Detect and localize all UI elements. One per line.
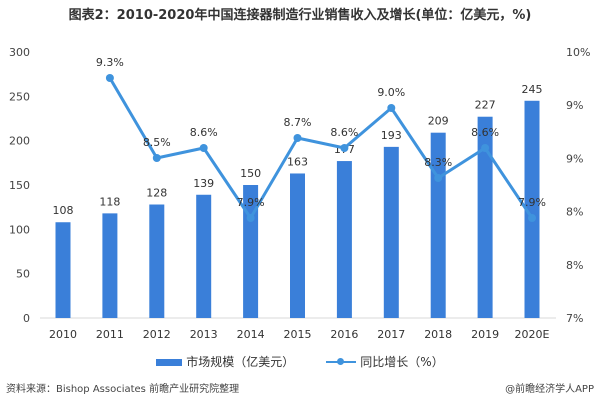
x-tick-label: 2012 bbox=[143, 328, 171, 341]
x-tick-label: 2019 bbox=[471, 328, 499, 341]
legend-bar-label: 市场规模（亿美元） bbox=[186, 355, 295, 369]
bar bbox=[196, 194, 212, 318]
legend-line-swatch bbox=[326, 357, 357, 367]
bar-data-label: 163 bbox=[287, 155, 308, 168]
y2-tick-label: 10% bbox=[566, 46, 590, 59]
bar-data-label: 139 bbox=[193, 177, 214, 190]
y-tick-label: 150 bbox=[9, 179, 30, 192]
y-tick-label: 100 bbox=[9, 223, 30, 236]
line-data-label: 8.6% bbox=[330, 126, 358, 139]
y-tick-label: 300 bbox=[9, 46, 30, 59]
growth-point bbox=[152, 154, 161, 162]
x-tick-label: 2020E bbox=[515, 328, 550, 341]
line-data-label: 8.7% bbox=[284, 116, 312, 129]
growth-point bbox=[293, 134, 302, 142]
legend-line-label: 同比增长（%） bbox=[360, 355, 444, 369]
bar bbox=[102, 213, 118, 318]
bar-data-label: 150 bbox=[240, 167, 261, 180]
bar-data-label: 227 bbox=[475, 99, 496, 112]
line-data-label: 8.3% bbox=[424, 156, 452, 169]
line-data-label: 9.3% bbox=[96, 56, 124, 69]
y2-tick-label: 9% bbox=[566, 152, 583, 165]
x-tick-label: 2011 bbox=[96, 328, 124, 341]
x-tick-label: 2016 bbox=[330, 328, 358, 341]
line-data-label: 7.9% bbox=[518, 196, 546, 209]
growth-point bbox=[481, 144, 490, 152]
x-tick-label: 2015 bbox=[284, 328, 312, 341]
bar bbox=[290, 173, 305, 318]
bar-data-label: 118 bbox=[99, 195, 120, 208]
x-tick-label: 2013 bbox=[190, 328, 218, 341]
x-tick-label: 2014 bbox=[237, 328, 265, 341]
growth-point bbox=[246, 214, 255, 222]
bar-data-label: 193 bbox=[381, 129, 402, 142]
bar-data-label: 245 bbox=[522, 83, 543, 96]
y2-tick-label: 9% bbox=[566, 99, 583, 112]
bar-data-label: 209 bbox=[428, 115, 449, 128]
bar bbox=[524, 100, 540, 319]
bar bbox=[336, 161, 352, 318]
growth-point bbox=[434, 174, 443, 182]
x-tick-label: 2017 bbox=[377, 328, 405, 341]
bar bbox=[383, 146, 399, 318]
credit: @前瞻经济学人APP bbox=[505, 384, 594, 395]
line-data-label: 8.6% bbox=[190, 126, 218, 139]
growth-line bbox=[108, 77, 534, 220]
line-data-label: 8.5% bbox=[143, 136, 171, 149]
footer: 资料来源：Bishop Associates 前瞻产业研究院整理 @前瞻经济学人… bbox=[0, 382, 600, 398]
growth-point bbox=[387, 104, 396, 112]
line-data-label: 7.9% bbox=[237, 196, 265, 209]
bar-data-label: 108 bbox=[53, 204, 74, 217]
growth-point bbox=[528, 214, 536, 222]
y-tick-label: 50 bbox=[16, 268, 30, 281]
legend-item-bar: 市场规模（亿美元） bbox=[156, 352, 294, 372]
bar-data-label: 128 bbox=[146, 187, 167, 200]
bar bbox=[55, 222, 71, 318]
bar bbox=[477, 116, 493, 318]
legend-bar-swatch bbox=[156, 358, 183, 366]
growth-point bbox=[340, 144, 349, 152]
x-tick-label: 2018 bbox=[424, 328, 452, 341]
y-tick-label: 250 bbox=[9, 90, 30, 103]
line-data-label: 9.0% bbox=[377, 86, 405, 99]
y-tick-label: 0 bbox=[23, 312, 30, 325]
y2-tick-label: 8% bbox=[566, 206, 583, 219]
growth-point bbox=[199, 144, 208, 152]
bar bbox=[149, 204, 165, 318]
legend-item-line: 同比增长（%） bbox=[326, 352, 444, 372]
line-data-label: 8.6% bbox=[471, 126, 499, 139]
x-tick-label: 2010 bbox=[49, 328, 77, 341]
chart-title: 图表2：2010-2020年中国连接器制造行业销售收入及增长(单位：亿美元，%) bbox=[68, 8, 532, 23]
source-note: 资料来源：Bishop Associates 前瞻产业研究院整理 bbox=[6, 384, 240, 395]
y2-tick-label: 7% bbox=[566, 312, 583, 325]
legend: 市场规模（亿美元） 同比增长（%） bbox=[0, 352, 600, 372]
chart: 0 50 100 150 200 250 300 7% 8% 8% 9% 9% 10% 2010 108 20… bbox=[9, 46, 590, 341]
growth-point bbox=[105, 74, 114, 82]
y2-tick-label: 8% bbox=[566, 259, 583, 272]
y-tick-label: 200 bbox=[9, 135, 30, 148]
